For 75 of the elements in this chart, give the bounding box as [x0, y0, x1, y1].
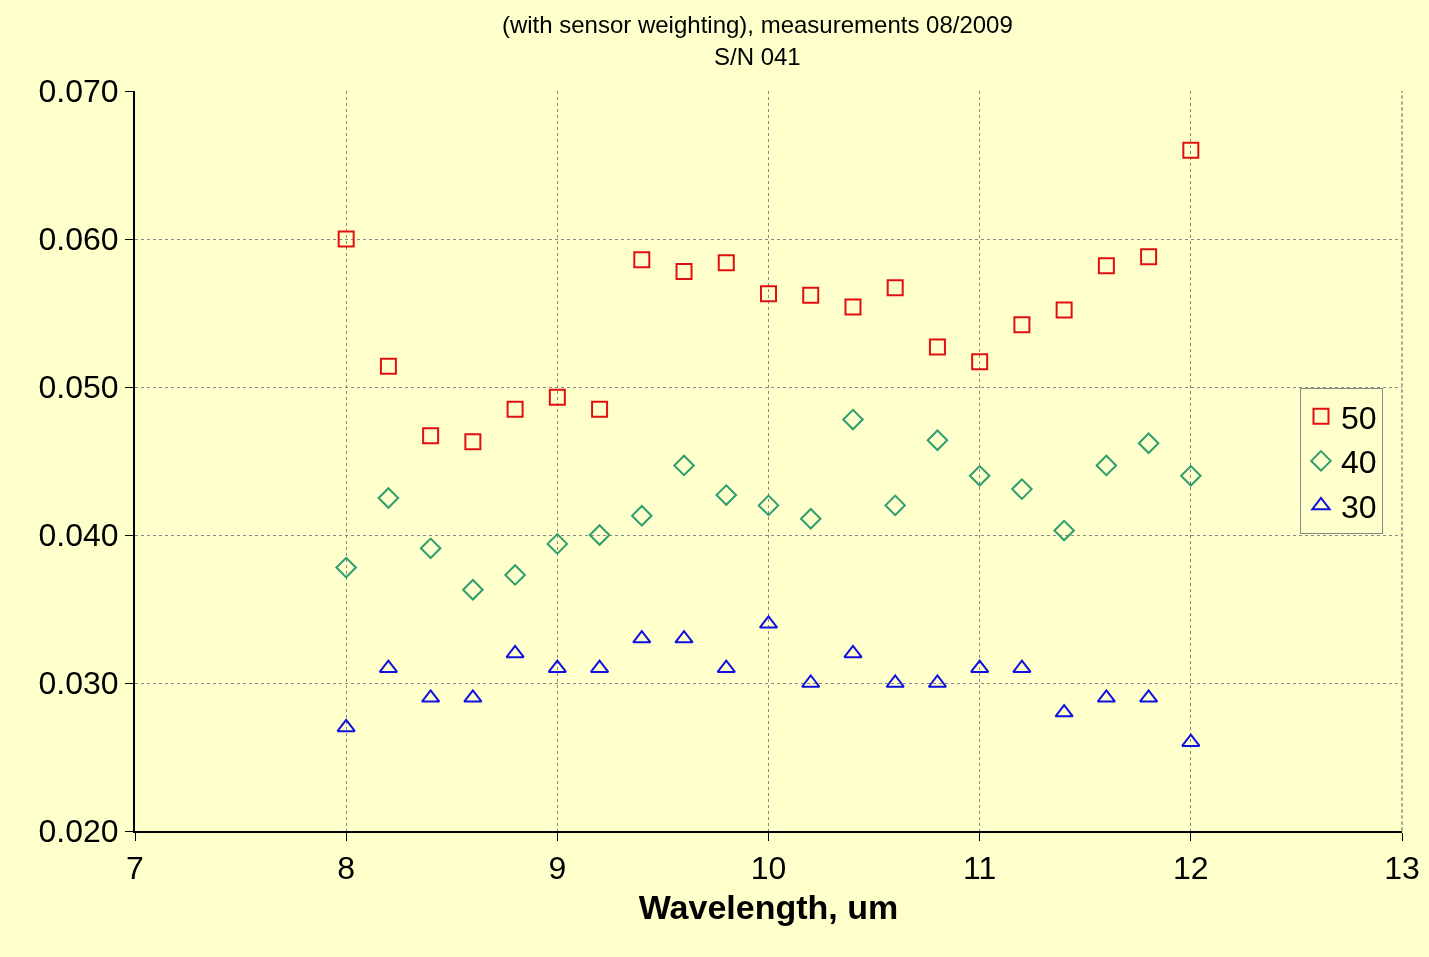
point: [1053, 519, 1075, 542]
point: [419, 537, 442, 560]
point: [506, 400, 524, 418]
y-tick-label: 0.030: [38, 665, 119, 702]
point: [1095, 454, 1118, 477]
point: [1140, 248, 1158, 266]
point: [505, 644, 525, 659]
x-tick-label: 8: [337, 850, 356, 887]
point: [335, 556, 357, 579]
point: [631, 505, 653, 527]
y-tick-label: 0.040: [38, 517, 119, 554]
legend-label: 40: [1340, 444, 1377, 481]
legend-label: 30: [1340, 488, 1377, 525]
point: [928, 338, 946, 356]
point: [464, 433, 482, 451]
x-tick-label: 7: [126, 850, 144, 887]
point: [842, 408, 864, 431]
x-tick-label: 13: [1384, 850, 1420, 887]
point: [1181, 733, 1201, 747]
point: [1054, 704, 1074, 718]
point: [1011, 478, 1033, 500]
point: [632, 630, 652, 644]
point: [970, 659, 990, 673]
point: [968, 465, 991, 487]
y-tick-label: 0.070: [38, 73, 119, 110]
point: [337, 230, 355, 248]
point: [463, 689, 483, 703]
point: [547, 659, 567, 673]
legend-label: 50: [1340, 399, 1377, 436]
point: [504, 564, 526, 586]
point: [716, 659, 736, 673]
point: [462, 579, 484, 601]
point: [886, 279, 904, 297]
point: [548, 388, 566, 406]
point: [1180, 465, 1202, 487]
y-tick-label: 0.020: [38, 813, 119, 850]
point: [1013, 316, 1031, 334]
chart-subtitle: S/N 041: [714, 42, 801, 70]
point: [843, 644, 863, 659]
y-tick-label: 0.060: [38, 221, 119, 258]
point: [379, 357, 397, 375]
point: [799, 507, 822, 530]
point: [1137, 432, 1160, 454]
x-axis-title: Wavelength, um: [638, 888, 899, 927]
point: [591, 400, 609, 418]
point: [801, 674, 821, 688]
point: [1012, 659, 1032, 673]
point: [377, 487, 400, 509]
point: [884, 494, 906, 517]
point: [336, 718, 356, 733]
x-tick-label: 10: [750, 850, 787, 887]
point: [1097, 257, 1115, 275]
point: [926, 429, 949, 452]
point: [971, 353, 989, 371]
y-tick-label: 0.050: [38, 369, 119, 406]
point: [674, 630, 694, 644]
x-tick-label: 12: [1173, 850, 1209, 887]
point: [588, 524, 611, 546]
point: [802, 286, 820, 304]
point: [422, 427, 440, 445]
x-tick-label: 9: [548, 850, 567, 887]
chart-title: (with sensor weighting), measurements 08/2009: [501, 11, 1013, 39]
point: [885, 674, 905, 688]
point: [1182, 141, 1200, 159]
point: [757, 494, 780, 517]
point: [760, 285, 777, 303]
point: [546, 533, 569, 555]
point: [715, 484, 738, 506]
point: [1055, 301, 1073, 319]
point: [717, 254, 735, 272]
point: [844, 298, 862, 316]
point: [673, 454, 695, 477]
point: [633, 251, 651, 269]
point: [675, 263, 693, 281]
x-tick-label: 11: [963, 850, 997, 887]
